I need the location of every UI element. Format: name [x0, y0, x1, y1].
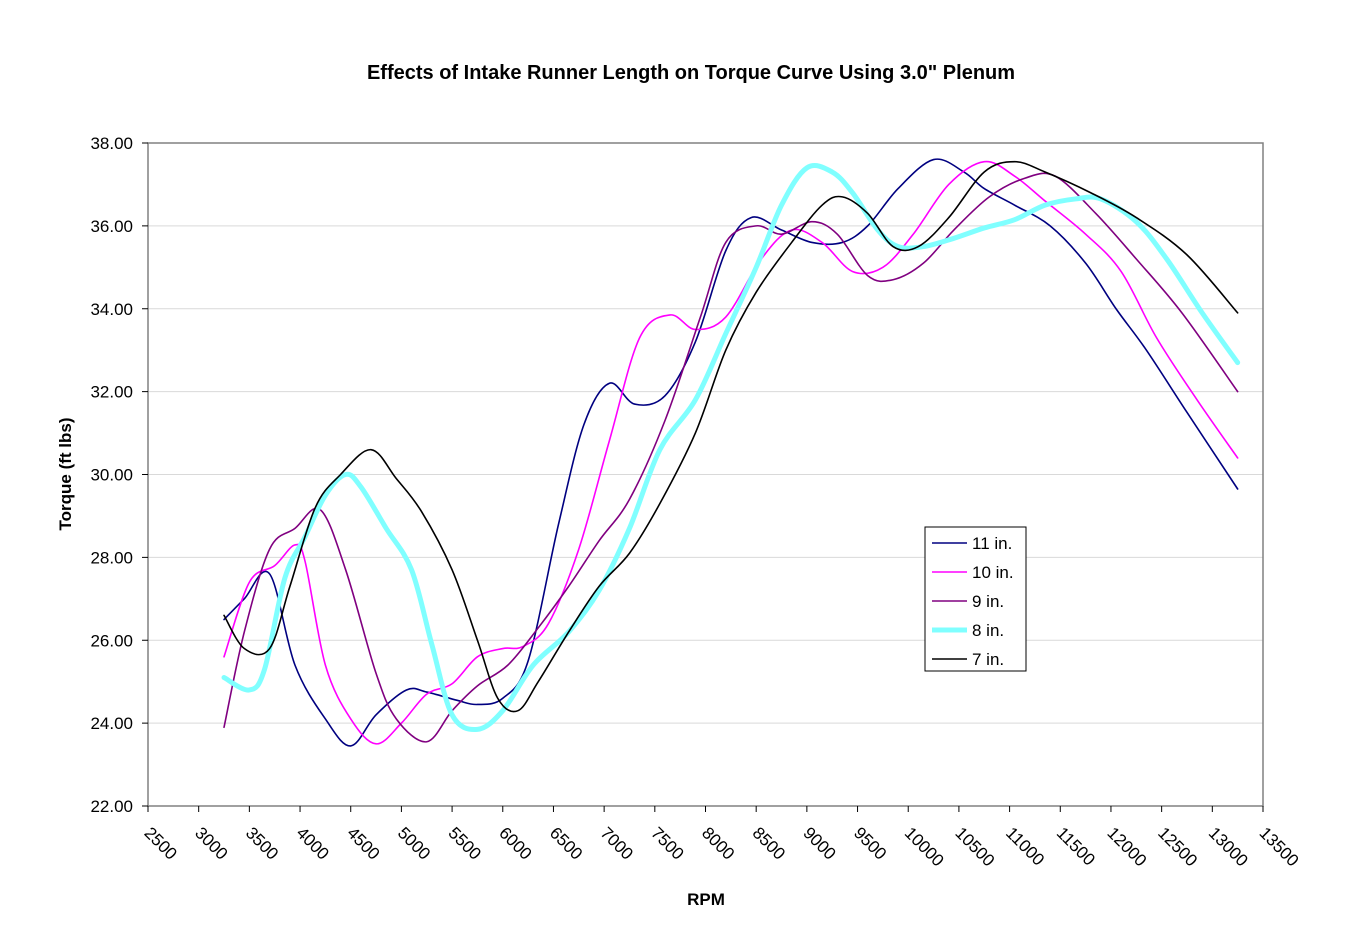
series-line-10inin — [223, 160, 1239, 745]
series-lines — [221, 158, 1241, 747]
x-tick-label: 10000 — [901, 823, 948, 870]
x-tick-label: 2500 — [141, 823, 181, 863]
x-tick-label: 11500 — [1053, 823, 1099, 869]
x-tick-label: 4500 — [343, 823, 383, 863]
x-tick-label: 12500 — [1154, 823, 1201, 870]
legend-label: 11 in. — [972, 534, 1012, 553]
y-tick-label: 34.00 — [90, 300, 133, 319]
x-tick-label: 3500 — [242, 823, 282, 863]
y-tick-label: 28.00 — [90, 548, 133, 567]
x-tick-label: 6500 — [546, 823, 586, 863]
legend-label: 8 in. — [972, 621, 1004, 640]
x-tick-label: 5000 — [394, 823, 434, 863]
x-tick-label: 8500 — [749, 823, 789, 863]
x-axis-title: RPM — [687, 890, 725, 909]
legend-box — [924, 526, 1027, 672]
series-line-9inin — [223, 172, 1239, 743]
x-tick-label: 9500 — [850, 823, 890, 863]
series-line-7inin — [223, 160, 1239, 713]
legend-label: 10 in. — [972, 563, 1014, 582]
gridlines — [148, 225, 1263, 724]
chart-title: Effects of Intake Runner Length on Torqu… — [367, 62, 1015, 84]
y-tick-label: 36.00 — [90, 217, 133, 236]
x-tick-label: 12000 — [1103, 823, 1150, 870]
y-tick-label: 22.00 — [90, 797, 133, 816]
x-tick-label: 9000 — [799, 823, 839, 863]
y-axis-ticks: 22.00 24.00 26.00 28.00 30.00 32.00 34.00 36.00… — [90, 134, 148, 816]
x-tick-label: 13500 — [1256, 823, 1303, 870]
y-tick-label: 38.00 — [90, 134, 133, 153]
x-tick-label: 7500 — [647, 823, 687, 863]
series-line-11inin — [223, 158, 1239, 747]
x-tick-label: 3000 — [191, 823, 231, 863]
y-tick-label: 32.00 — [90, 383, 133, 402]
y-tick-label: 30.00 — [90, 466, 133, 485]
x-tick-label: 11000 — [1002, 823, 1048, 869]
y-tick-label: 26.00 — [90, 631, 133, 650]
x-tick-label: 6000 — [495, 823, 535, 863]
x-tick-label: 5500 — [445, 823, 485, 863]
x-tick-label: 8000 — [698, 823, 738, 863]
y-tick-label: 24.00 — [90, 714, 133, 733]
x-tick-label: 10500 — [951, 823, 998, 870]
x-tick-label: 13000 — [1205, 823, 1252, 870]
legend: 11 in. 10 in. 9 in. 8 in. 7 in. — [924, 526, 1027, 672]
x-tick-label: 7000 — [597, 823, 637, 863]
x-axis-ticks: 2500 3000 3500 4000 4500 5000 5500 6000 6500 7000… — [141, 806, 1303, 870]
x-tick-label: 4000 — [293, 823, 333, 863]
legend-label: 9 in. — [972, 592, 1004, 611]
legend-label: 7 in. — [972, 650, 1004, 669]
series-line-8inin — [221, 163, 1241, 732]
y-axis-title: Torque (ft lbs) — [56, 418, 75, 531]
